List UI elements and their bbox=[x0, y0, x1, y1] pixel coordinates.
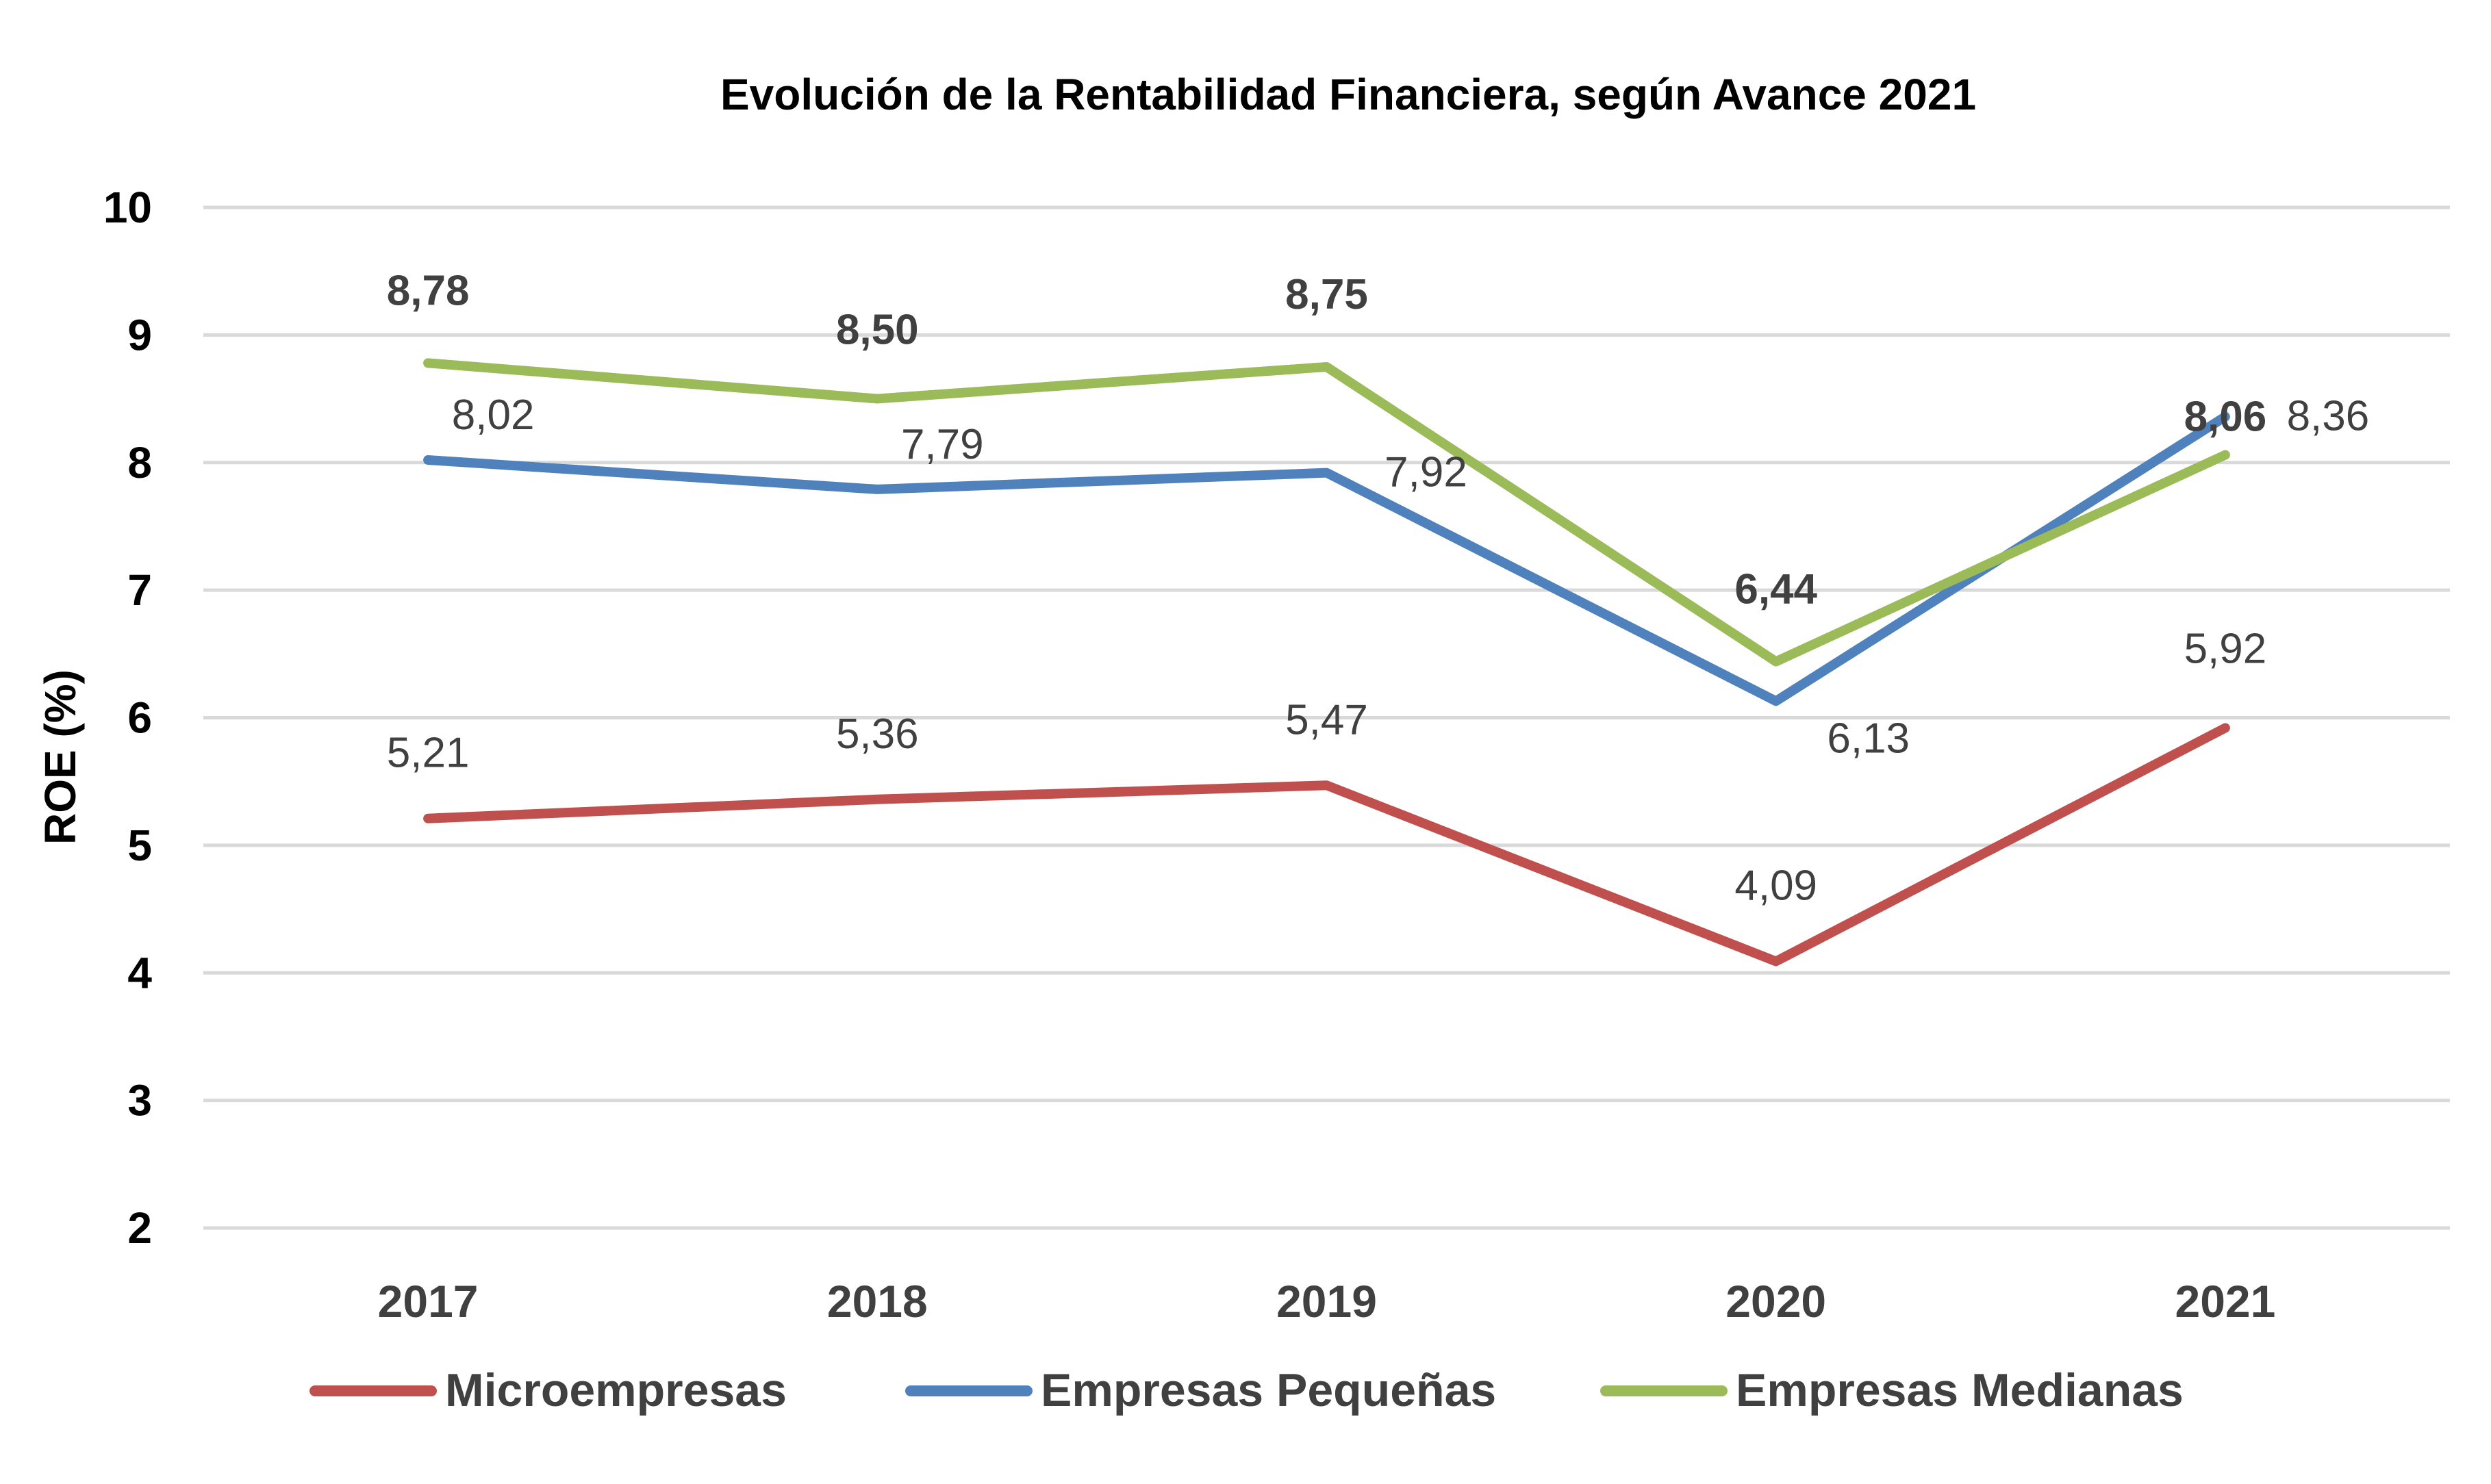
data-label: 8,06 bbox=[2184, 394, 2267, 441]
x-tick-label: 2017 bbox=[378, 1276, 479, 1327]
data-point bbox=[1326, 472, 1328, 474]
y-axis-label: ROE (%) bbox=[36, 669, 85, 845]
data-point bbox=[876, 798, 878, 800]
data-label: 5,47 bbox=[1285, 696, 1368, 743]
y-tick-label: 10 bbox=[103, 183, 152, 232]
data-label: 8,50 bbox=[836, 307, 919, 354]
data-label: 5,21 bbox=[387, 730, 470, 777]
data-point bbox=[1326, 366, 1328, 368]
data-point bbox=[427, 817, 429, 819]
legend-label: Empresas Medianas bbox=[1736, 1364, 2184, 1416]
data-label: 4,09 bbox=[1734, 862, 1817, 909]
data-label: 7,92 bbox=[1384, 449, 1467, 496]
data-label: 5,92 bbox=[2184, 625, 2267, 672]
gridlines bbox=[203, 205, 2450, 1230]
x-tick-label: 2018 bbox=[827, 1276, 928, 1327]
data-point bbox=[2224, 454, 2226, 456]
data-point bbox=[1326, 784, 1328, 786]
data-label: 6,13 bbox=[1827, 715, 1910, 762]
data-point bbox=[1775, 661, 1777, 663]
series-line-2 bbox=[423, 358, 2230, 667]
data-point bbox=[1775, 960, 1777, 962]
chart-title: Evolución de la Rentabilidad Financiera,… bbox=[720, 70, 1976, 119]
data-labels: 5,21 5,36 5,47 4,09 5,92 8,02 7,79 7,92 6,13 8,36… bbox=[387, 267, 2369, 909]
series-lines bbox=[423, 358, 2230, 967]
x-tick-label: 2020 bbox=[1725, 1276, 1826, 1327]
y-tick-label: 4 bbox=[127, 948, 152, 997]
data-point bbox=[876, 398, 878, 400]
legend-label: Empresas Pequeñas bbox=[1041, 1364, 1496, 1416]
y-tick-label: 8 bbox=[127, 438, 152, 487]
y-tick-label: 7 bbox=[127, 565, 152, 615]
data-point bbox=[2224, 415, 2226, 418]
data-label: 8,78 bbox=[387, 267, 470, 314]
legend: Microempresas Empresas Pequeñas Empresas M… bbox=[309, 1364, 2184, 1416]
data-label: 6,44 bbox=[1734, 565, 1817, 613]
data-label: 7,79 bbox=[901, 421, 984, 468]
series-line-1 bbox=[423, 411, 2230, 706]
data-point bbox=[427, 459, 429, 461]
x-axis-ticks: 2017 2018 2019 2020 2021 bbox=[378, 1276, 2276, 1327]
y-tick-label: 6 bbox=[127, 693, 152, 743]
legend-label: Microempresas bbox=[445, 1364, 787, 1416]
x-tick-label: 2019 bbox=[1276, 1276, 1377, 1327]
data-point bbox=[2224, 727, 2226, 729]
y-tick-label: 2 bbox=[127, 1203, 152, 1253]
data-point bbox=[1775, 700, 1777, 702]
data-label: 8,36 bbox=[2287, 393, 2370, 440]
y-axis-ticks: 2 3 4 5 6 7 8 9 10 bbox=[103, 183, 153, 1253]
data-label: 8,02 bbox=[452, 392, 535, 439]
y-tick-label: 5 bbox=[127, 821, 152, 870]
y-tick-label: 9 bbox=[127, 310, 152, 359]
x-tick-label: 2021 bbox=[2175, 1276, 2275, 1327]
data-point bbox=[876, 488, 878, 490]
data-label: 8,75 bbox=[1285, 271, 1368, 318]
data-label: 5,36 bbox=[836, 711, 919, 758]
data-point bbox=[427, 362, 429, 364]
y-tick-label: 3 bbox=[127, 1076, 152, 1125]
